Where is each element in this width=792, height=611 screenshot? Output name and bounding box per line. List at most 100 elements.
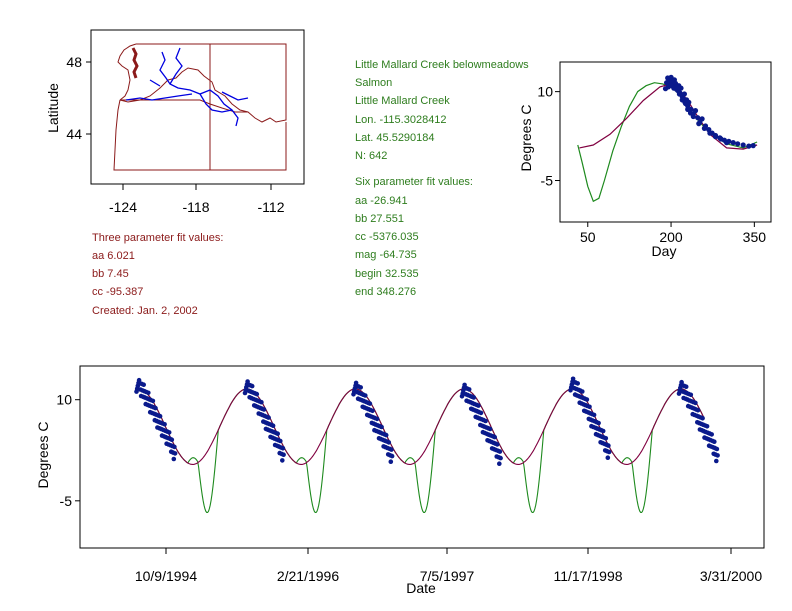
ts-point <box>478 410 484 416</box>
ts-xtick-label: 2/21/1996 <box>277 568 339 584</box>
doy-point <box>695 115 701 121</box>
ts-point <box>374 416 380 422</box>
ts-axes: 10/9/1994 2/21/1996 7/5/1997 11/17/1998 3/31… <box>56 392 762 584</box>
doy-point <box>699 116 705 122</box>
ts-point <box>157 413 163 419</box>
ts-point <box>714 446 720 452</box>
ts-point <box>166 430 172 435</box>
ts-point <box>492 434 498 440</box>
created-date: Created: Jan. 2, 2002 <box>92 305 198 317</box>
ts-xlabel: Date <box>406 580 436 596</box>
ts-point <box>261 407 267 412</box>
ts-point <box>259 399 264 405</box>
ts-point <box>389 447 394 452</box>
ts-point <box>700 416 705 421</box>
ts-point <box>596 420 601 426</box>
doy-point <box>681 91 688 97</box>
three-param-cc: cc -95.387 <box>92 286 144 298</box>
six-param-heading: Six parameter fit values: <box>355 176 473 188</box>
ts-point <box>254 391 260 397</box>
ts-point <box>693 400 698 406</box>
doy-xtick-label: 200 <box>659 229 683 245</box>
ts-point <box>695 407 701 413</box>
ts-point <box>497 461 502 467</box>
doy-point <box>724 140 730 146</box>
six-param-begin: begin 32.535 <box>355 268 419 280</box>
ts-marks <box>134 376 720 514</box>
doy-xtick-label: 50 <box>580 229 596 245</box>
ts-point <box>266 415 271 420</box>
doy-point <box>682 99 688 105</box>
ts-point <box>281 452 286 458</box>
ts-point <box>280 446 286 451</box>
ts-ytick-label: -5 <box>60 493 73 509</box>
ts-point <box>150 398 156 404</box>
ts-point <box>487 426 493 432</box>
ts-point <box>704 424 710 429</box>
doy-point <box>696 121 702 127</box>
ts-ytick-label: 10 <box>56 392 72 408</box>
map-coastline <box>131 47 139 79</box>
doy-point <box>674 86 680 92</box>
site-n: N: 642 <box>355 150 388 162</box>
doy-point <box>701 125 708 131</box>
doy-point <box>707 130 713 136</box>
ts-point <box>606 449 612 455</box>
ts-point <box>715 453 720 458</box>
doy-point <box>750 143 756 149</box>
doy-point <box>735 141 741 147</box>
six-param-cc: cc -5376.035 <box>355 231 419 243</box>
ts-point <box>367 401 373 406</box>
ts-point <box>471 395 477 400</box>
site-stream: Little Mallard Creek <box>355 95 450 107</box>
doy-marks <box>577 74 758 203</box>
site-name: Little Mallard Creek belowmeadows <box>355 59 529 71</box>
ts-point <box>172 451 178 456</box>
doy-point <box>676 91 683 97</box>
ts-point <box>497 449 503 454</box>
ts-point <box>600 428 606 434</box>
site-basin: Salmon <box>355 77 393 89</box>
ts-point <box>388 459 394 465</box>
ts-point <box>280 458 285 463</box>
map-xtick-label-3: -112 <box>258 199 285 215</box>
ts-point <box>606 443 611 448</box>
ts-point <box>483 418 488 424</box>
ts-point <box>270 423 276 429</box>
doy-point <box>686 99 692 105</box>
ts-point <box>153 405 158 411</box>
ts-point <box>476 403 481 408</box>
ts-point <box>605 455 611 461</box>
ts-six-param-line <box>134 388 705 514</box>
ts-point <box>386 440 392 445</box>
doy-point <box>730 140 736 146</box>
three-param-aa: aa 6.021 <box>92 250 135 262</box>
ts-xtick-label: 10/9/1994 <box>135 568 197 584</box>
doy-point <box>690 113 696 120</box>
site-lat: Lat. 45.5290184 <box>355 132 435 144</box>
ts-point <box>363 393 368 398</box>
ts-point <box>172 444 177 450</box>
six-param-mag: mag -64.735 <box>355 249 417 261</box>
doy-point <box>678 85 684 91</box>
doy-ytick-label: -5 <box>541 173 554 189</box>
ts-point <box>171 456 177 462</box>
ts-point <box>162 422 167 427</box>
doy-ytick-label: 10 <box>537 84 553 100</box>
doy-ylabel: Degrees C <box>518 105 534 172</box>
doy-axes: 50 200 350 10 -5 <box>537 84 766 245</box>
six-param-end: end 348.276 <box>355 286 417 298</box>
map-ytick-label-48: 48 <box>66 54 82 70</box>
ts-point <box>584 397 590 402</box>
ts-point <box>466 387 472 392</box>
ts-point <box>575 381 580 386</box>
doy-xtick-label: 350 <box>743 229 767 245</box>
ts-point <box>498 455 503 461</box>
doy-point <box>685 106 691 112</box>
three-param-heading: Three parameter fit values: <box>92 232 224 244</box>
ts-point <box>379 424 384 430</box>
ts-point <box>370 408 375 414</box>
